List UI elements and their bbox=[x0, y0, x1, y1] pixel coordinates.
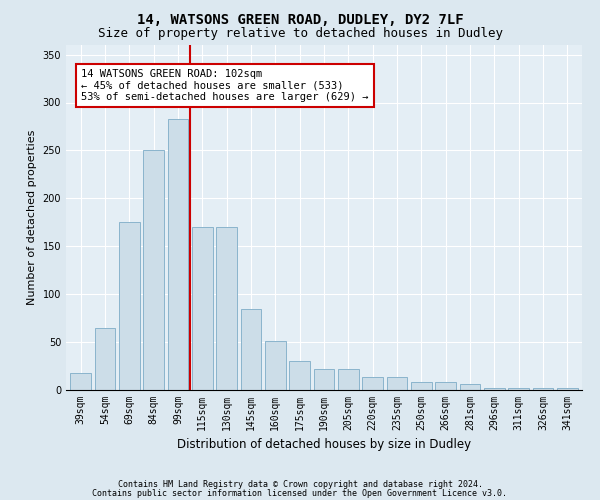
Bar bbox=[484, 388, 505, 390]
Bar bbox=[533, 388, 553, 390]
Bar bbox=[216, 227, 237, 390]
Bar bbox=[265, 341, 286, 390]
Bar bbox=[289, 361, 310, 390]
Bar bbox=[436, 382, 456, 390]
Text: Contains HM Land Registry data © Crown copyright and database right 2024.: Contains HM Land Registry data © Crown c… bbox=[118, 480, 482, 489]
Bar bbox=[557, 388, 578, 390]
Text: Contains public sector information licensed under the Open Government Licence v3: Contains public sector information licen… bbox=[92, 488, 508, 498]
Bar bbox=[241, 308, 262, 390]
Y-axis label: Number of detached properties: Number of detached properties bbox=[27, 130, 37, 305]
Text: Size of property relative to detached houses in Dudley: Size of property relative to detached ho… bbox=[97, 28, 503, 40]
Text: 14 WATSONS GREEN ROAD: 102sqm
← 45% of detached houses are smaller (533)
53% of : 14 WATSONS GREEN ROAD: 102sqm ← 45% of d… bbox=[81, 69, 368, 102]
Bar bbox=[411, 382, 432, 390]
Bar bbox=[95, 328, 115, 390]
Bar bbox=[362, 376, 383, 390]
Bar bbox=[119, 222, 140, 390]
Bar bbox=[70, 373, 91, 390]
Bar bbox=[460, 384, 481, 390]
Bar bbox=[386, 376, 407, 390]
Bar bbox=[338, 369, 359, 390]
Bar bbox=[508, 388, 529, 390]
Bar bbox=[314, 369, 334, 390]
Bar bbox=[167, 119, 188, 390]
Text: 14, WATSONS GREEN ROAD, DUDLEY, DY2 7LF: 14, WATSONS GREEN ROAD, DUDLEY, DY2 7LF bbox=[137, 12, 463, 26]
X-axis label: Distribution of detached houses by size in Dudley: Distribution of detached houses by size … bbox=[177, 438, 471, 452]
Bar bbox=[143, 150, 164, 390]
Bar bbox=[192, 227, 212, 390]
